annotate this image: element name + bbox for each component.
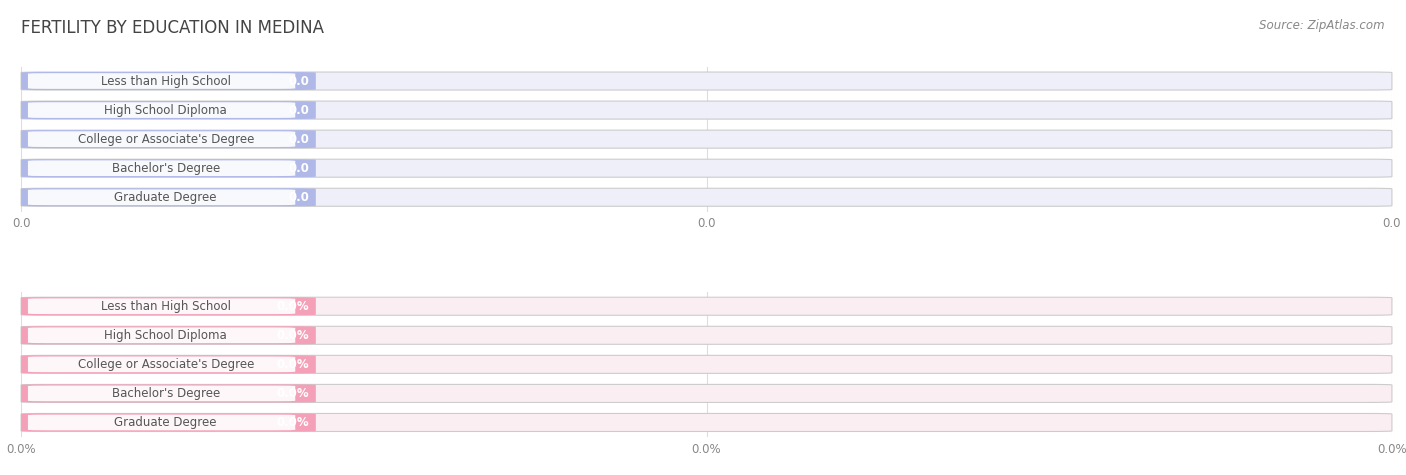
Text: 0.0: 0.0	[288, 75, 309, 87]
FancyBboxPatch shape	[21, 130, 1392, 148]
FancyBboxPatch shape	[28, 131, 295, 147]
FancyBboxPatch shape	[21, 326, 316, 344]
FancyBboxPatch shape	[28, 161, 295, 176]
Text: Graduate Degree: Graduate Degree	[114, 416, 217, 429]
Text: 0.0%: 0.0%	[277, 329, 309, 342]
FancyBboxPatch shape	[21, 326, 1392, 344]
FancyBboxPatch shape	[21, 101, 316, 119]
Text: 0.0: 0.0	[288, 104, 309, 116]
FancyBboxPatch shape	[21, 384, 316, 402]
Text: 0.0: 0.0	[288, 162, 309, 175]
FancyBboxPatch shape	[21, 159, 1392, 177]
FancyBboxPatch shape	[21, 297, 1392, 315]
FancyBboxPatch shape	[21, 188, 1392, 206]
FancyBboxPatch shape	[21, 130, 316, 148]
Text: 0.0%: 0.0%	[277, 416, 309, 429]
FancyBboxPatch shape	[28, 415, 295, 430]
FancyBboxPatch shape	[21, 355, 1392, 373]
Text: Bachelor's Degree: Bachelor's Degree	[111, 162, 219, 175]
FancyBboxPatch shape	[21, 413, 316, 431]
FancyBboxPatch shape	[21, 355, 316, 373]
Text: 0.0%: 0.0%	[277, 358, 309, 371]
FancyBboxPatch shape	[21, 159, 316, 177]
Text: 0.0: 0.0	[288, 133, 309, 146]
FancyBboxPatch shape	[21, 188, 316, 206]
FancyBboxPatch shape	[28, 102, 295, 118]
Text: Graduate Degree: Graduate Degree	[114, 191, 217, 204]
Text: FERTILITY BY EDUCATION IN MEDINA: FERTILITY BY EDUCATION IN MEDINA	[21, 19, 325, 37]
FancyBboxPatch shape	[28, 386, 295, 401]
FancyBboxPatch shape	[21, 297, 316, 315]
Text: Less than High School: Less than High School	[101, 300, 231, 313]
Text: High School Diploma: High School Diploma	[104, 329, 228, 342]
Text: High School Diploma: High School Diploma	[104, 104, 228, 116]
FancyBboxPatch shape	[28, 327, 295, 343]
FancyBboxPatch shape	[21, 384, 1392, 402]
Text: 0.0%: 0.0%	[277, 387, 309, 400]
Text: 0.0%: 0.0%	[277, 300, 309, 313]
Text: Source: ZipAtlas.com: Source: ZipAtlas.com	[1260, 19, 1385, 32]
FancyBboxPatch shape	[21, 101, 1392, 119]
FancyBboxPatch shape	[28, 298, 295, 314]
Text: 0.0: 0.0	[288, 191, 309, 204]
Text: College or Associate's Degree: College or Associate's Degree	[77, 358, 254, 371]
Text: College or Associate's Degree: College or Associate's Degree	[77, 133, 254, 146]
Text: Less than High School: Less than High School	[101, 75, 231, 87]
FancyBboxPatch shape	[21, 72, 316, 90]
FancyBboxPatch shape	[21, 72, 1392, 90]
Text: Bachelor's Degree: Bachelor's Degree	[111, 387, 219, 400]
FancyBboxPatch shape	[28, 190, 295, 205]
FancyBboxPatch shape	[21, 413, 1392, 431]
FancyBboxPatch shape	[28, 357, 295, 372]
FancyBboxPatch shape	[28, 73, 295, 89]
